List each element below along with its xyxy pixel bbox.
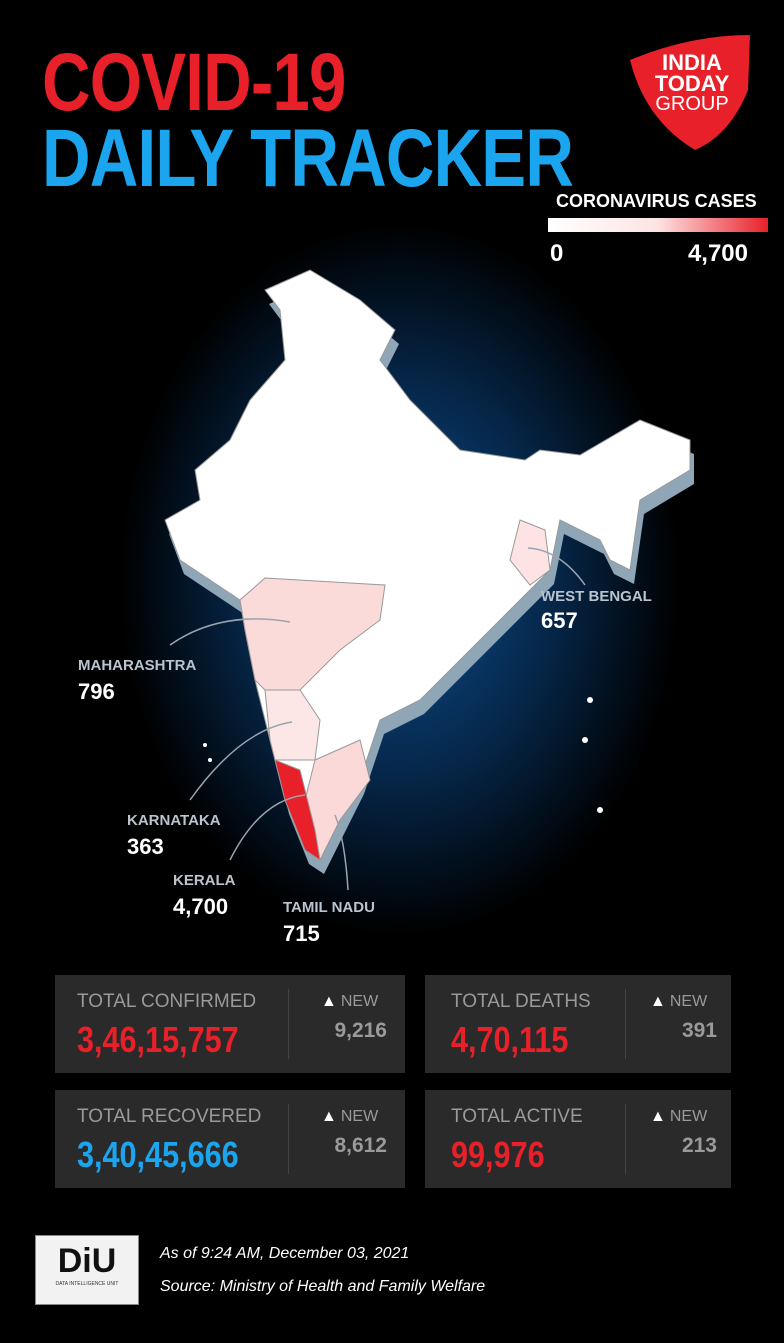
new-label: NEW (650, 1108, 707, 1126)
new-value: 9,216 (334, 1019, 387, 1042)
new-value: 391 (681, 1019, 717, 1042)
legend-min: 0 (550, 240, 564, 267)
state-name: WEST BENGAL (541, 588, 652, 605)
stat-card: TOTAL CONFIRMED 3,46,15,757 NEW 9,216 (55, 975, 405, 1073)
state-name: MAHARASHTRA (78, 657, 197, 674)
logo-text: GROUP (655, 93, 728, 115)
state-value: 363 (127, 834, 164, 859)
state-value: 796 (78, 679, 115, 704)
legend-max: 4,700 (687, 240, 748, 267)
state-name: KERALA (173, 872, 236, 889)
map (164, 269, 694, 891)
title-line2: DAILY TRACKER (42, 113, 574, 204)
legend-gradient (548, 218, 768, 232)
footer-logo: DiU DATA INTELLIGENCE UNIT (35, 1235, 139, 1305)
logo-text: TODAY (655, 71, 730, 96)
state-name: TAMIL NADU (283, 899, 375, 916)
footer-logo-sub: DATA INTELLIGENCE UNIT (55, 1281, 119, 1287)
new-label: NEW (321, 993, 378, 1011)
stat-card: TOTAL DEATHS 4,70,115 NEW 391 (425, 975, 731, 1073)
stat-value: 3,40,45,666 (77, 1134, 239, 1175)
state-value: 715 (283, 921, 320, 946)
stat-value: 4,70,115 (451, 1019, 569, 1060)
stat-label: TOTAL RECOVERED (77, 1106, 262, 1127)
stat-label: TOTAL DEATHS (451, 991, 591, 1012)
new-value: 213 (681, 1134, 717, 1157)
footer-date: As of 9:24 AM, December 03, 2021 (160, 1245, 410, 1262)
footer-source: Source: Ministry of Health and Family We… (160, 1278, 486, 1295)
state-value: 657 (541, 608, 578, 633)
stat-value: 3,46,15,757 (77, 1019, 239, 1060)
legend-title: CORONAVIRUS CASES (556, 191, 757, 211)
logo-text: INDIA (662, 50, 722, 75)
new-label: NEW (321, 1108, 378, 1126)
stat-label: TOTAL CONFIRMED (77, 991, 257, 1012)
state-value: 4,700 (173, 894, 229, 919)
logo: INDIA TODAY GROUP (630, 35, 750, 150)
footer-logo-text: DiU (57, 1242, 117, 1280)
new-label: NEW (650, 993, 707, 1011)
state-name: KARNATAKA (127, 812, 221, 829)
stat-label: TOTAL ACTIVE (451, 1106, 583, 1127)
title-line1: COVID-19 (42, 37, 346, 128)
new-value: 8,612 (334, 1134, 387, 1157)
stat-card: TOTAL RECOVERED 3,40,45,666 NEW 8,612 (55, 1090, 405, 1188)
stat-value: 99,976 (451, 1134, 545, 1175)
stat-card: TOTAL ACTIVE 99,976 NEW 213 (425, 1090, 731, 1188)
